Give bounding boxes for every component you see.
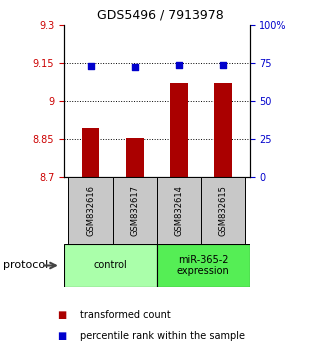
Bar	[82, 127, 99, 177]
Text: ■: ■	[58, 310, 67, 320]
Text: miR-365-2
expression: miR-365-2 expression	[177, 255, 229, 276]
Bar	[157, 177, 201, 244]
Text: GSM832615: GSM832615	[219, 185, 228, 236]
Bar	[201, 177, 245, 244]
Bar	[64, 244, 157, 287]
Bar	[126, 138, 144, 177]
Bar	[113, 177, 157, 244]
Bar	[68, 177, 113, 244]
Text: GSM832614: GSM832614	[174, 185, 183, 236]
Text: transformed count: transformed count	[80, 310, 171, 320]
Text: percentile rank within the sample: percentile rank within the sample	[80, 331, 245, 341]
Bar	[157, 244, 250, 287]
Text: protocol: protocol	[3, 261, 48, 270]
Text: ■: ■	[58, 331, 67, 341]
Point	[132, 64, 137, 70]
Point	[176, 62, 181, 68]
Text: GSM832616: GSM832616	[86, 185, 95, 236]
Text: GDS5496 / 7913978: GDS5496 / 7913978	[97, 9, 223, 22]
Text: GSM832617: GSM832617	[130, 185, 139, 236]
Bar	[170, 83, 188, 177]
Bar	[214, 83, 232, 177]
Point	[88, 63, 93, 69]
Text: control: control	[93, 261, 127, 270]
Point	[220, 62, 226, 68]
